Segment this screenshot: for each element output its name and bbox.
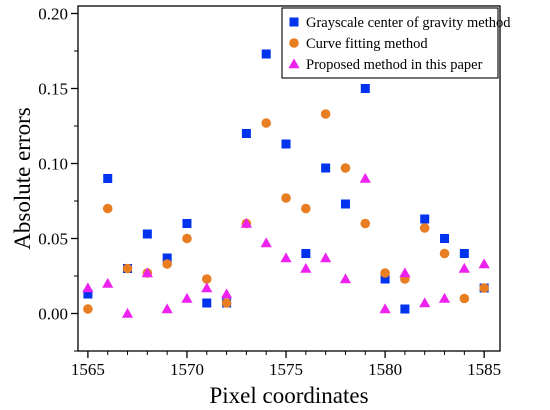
point-circle [340, 163, 351, 173]
point-triangle [260, 237, 272, 248]
point-square [360, 84, 370, 93]
point-square [380, 274, 390, 284]
point-square [440, 234, 450, 243]
point-circle [122, 263, 133, 274]
point-triangle [181, 292, 193, 303]
point-square [182, 219, 192, 228]
point-triangle [458, 262, 470, 273]
x-tick-label: 1570 [170, 360, 204, 379]
point-triangle [220, 288, 233, 299]
point-circle [360, 218, 371, 229]
point-square [83, 289, 93, 299]
legend-label: Curve fitting method [306, 36, 428, 52]
plot-frame [77, 5, 501, 352]
point-triangle [141, 267, 153, 278]
legend-label: Proposed method in this paper [306, 57, 483, 73]
axes: 1565 1570 1575 1580 1585 0.00 0.05 0.10 0.15 0.20 [38, 5, 501, 380]
point-triangle [102, 277, 114, 288]
point-triangle [478, 258, 490, 269]
y-tick-label: 0.10 [38, 155, 68, 174]
x-axis-title: Pixel coordinates [209, 383, 368, 408]
point-triangle [438, 292, 451, 303]
point-triangle [399, 267, 411, 278]
series-square [83, 49, 489, 314]
y-tick-label: 0.20 [38, 5, 68, 24]
point-circle [83, 304, 93, 314]
x-tick-label: 1580 [368, 360, 402, 379]
point-circle [301, 203, 311, 214]
point-square [202, 298, 212, 308]
point-square [301, 249, 311, 258]
y-tick-label: 0.15 [38, 80, 68, 99]
point-circle [419, 223, 430, 233]
point-circle [439, 248, 450, 259]
point-triangle [280, 252, 292, 263]
point-circle [281, 193, 291, 203]
y-axis-title: Absolute errors [10, 107, 35, 249]
x-tick-label: 1565 [71, 360, 105, 379]
point-circle [479, 283, 489, 293]
point-triangle [201, 282, 213, 293]
point-square [340, 199, 350, 209]
point-triangle [82, 282, 94, 293]
point-triangle [320, 252, 332, 263]
point-square [241, 129, 251, 138]
legend-box [281, 7, 499, 79]
y-tick-label: 0.05 [38, 230, 68, 249]
point-circle [182, 233, 192, 244]
point-square [420, 214, 430, 224]
legend-marker-triangle [288, 58, 300, 69]
point-triangle [419, 297, 431, 308]
point-circle [320, 109, 331, 119]
point-square [142, 229, 152, 239]
legend-marker-square [289, 17, 299, 27]
point-square [400, 304, 410, 314]
point-square [281, 139, 291, 149]
series-triangle [82, 172, 490, 318]
point-triangle [300, 262, 312, 273]
x-tick-label: 1575 [269, 360, 303, 379]
point-square [162, 253, 172, 263]
point-circle [380, 268, 390, 278]
legend-label: Grayscale center of gravity method [306, 15, 511, 31]
point-circle [261, 118, 272, 128]
point-circle [201, 274, 212, 284]
point-circle [102, 203, 113, 214]
point-triangle [379, 303, 391, 314]
point-triangle [161, 303, 173, 314]
point-triangle [359, 172, 371, 183]
y-tick-label: 0.00 [38, 305, 68, 324]
point-circle [162, 259, 172, 269]
point-triangle [339, 273, 352, 284]
point-square [459, 249, 469, 258]
point-triangle [121, 307, 134, 318]
legend-marker-circle [289, 38, 299, 48]
point-triangle [240, 217, 253, 228]
point-square [321, 163, 331, 173]
legend: Grayscale center of gravity method Curve … [281, 7, 511, 79]
x-tick-label: 1585 [467, 360, 501, 379]
data-points [82, 49, 490, 318]
point-square [103, 174, 113, 183]
point-circle [459, 293, 470, 304]
point-square [261, 49, 271, 59]
point-circle [221, 298, 232, 308]
